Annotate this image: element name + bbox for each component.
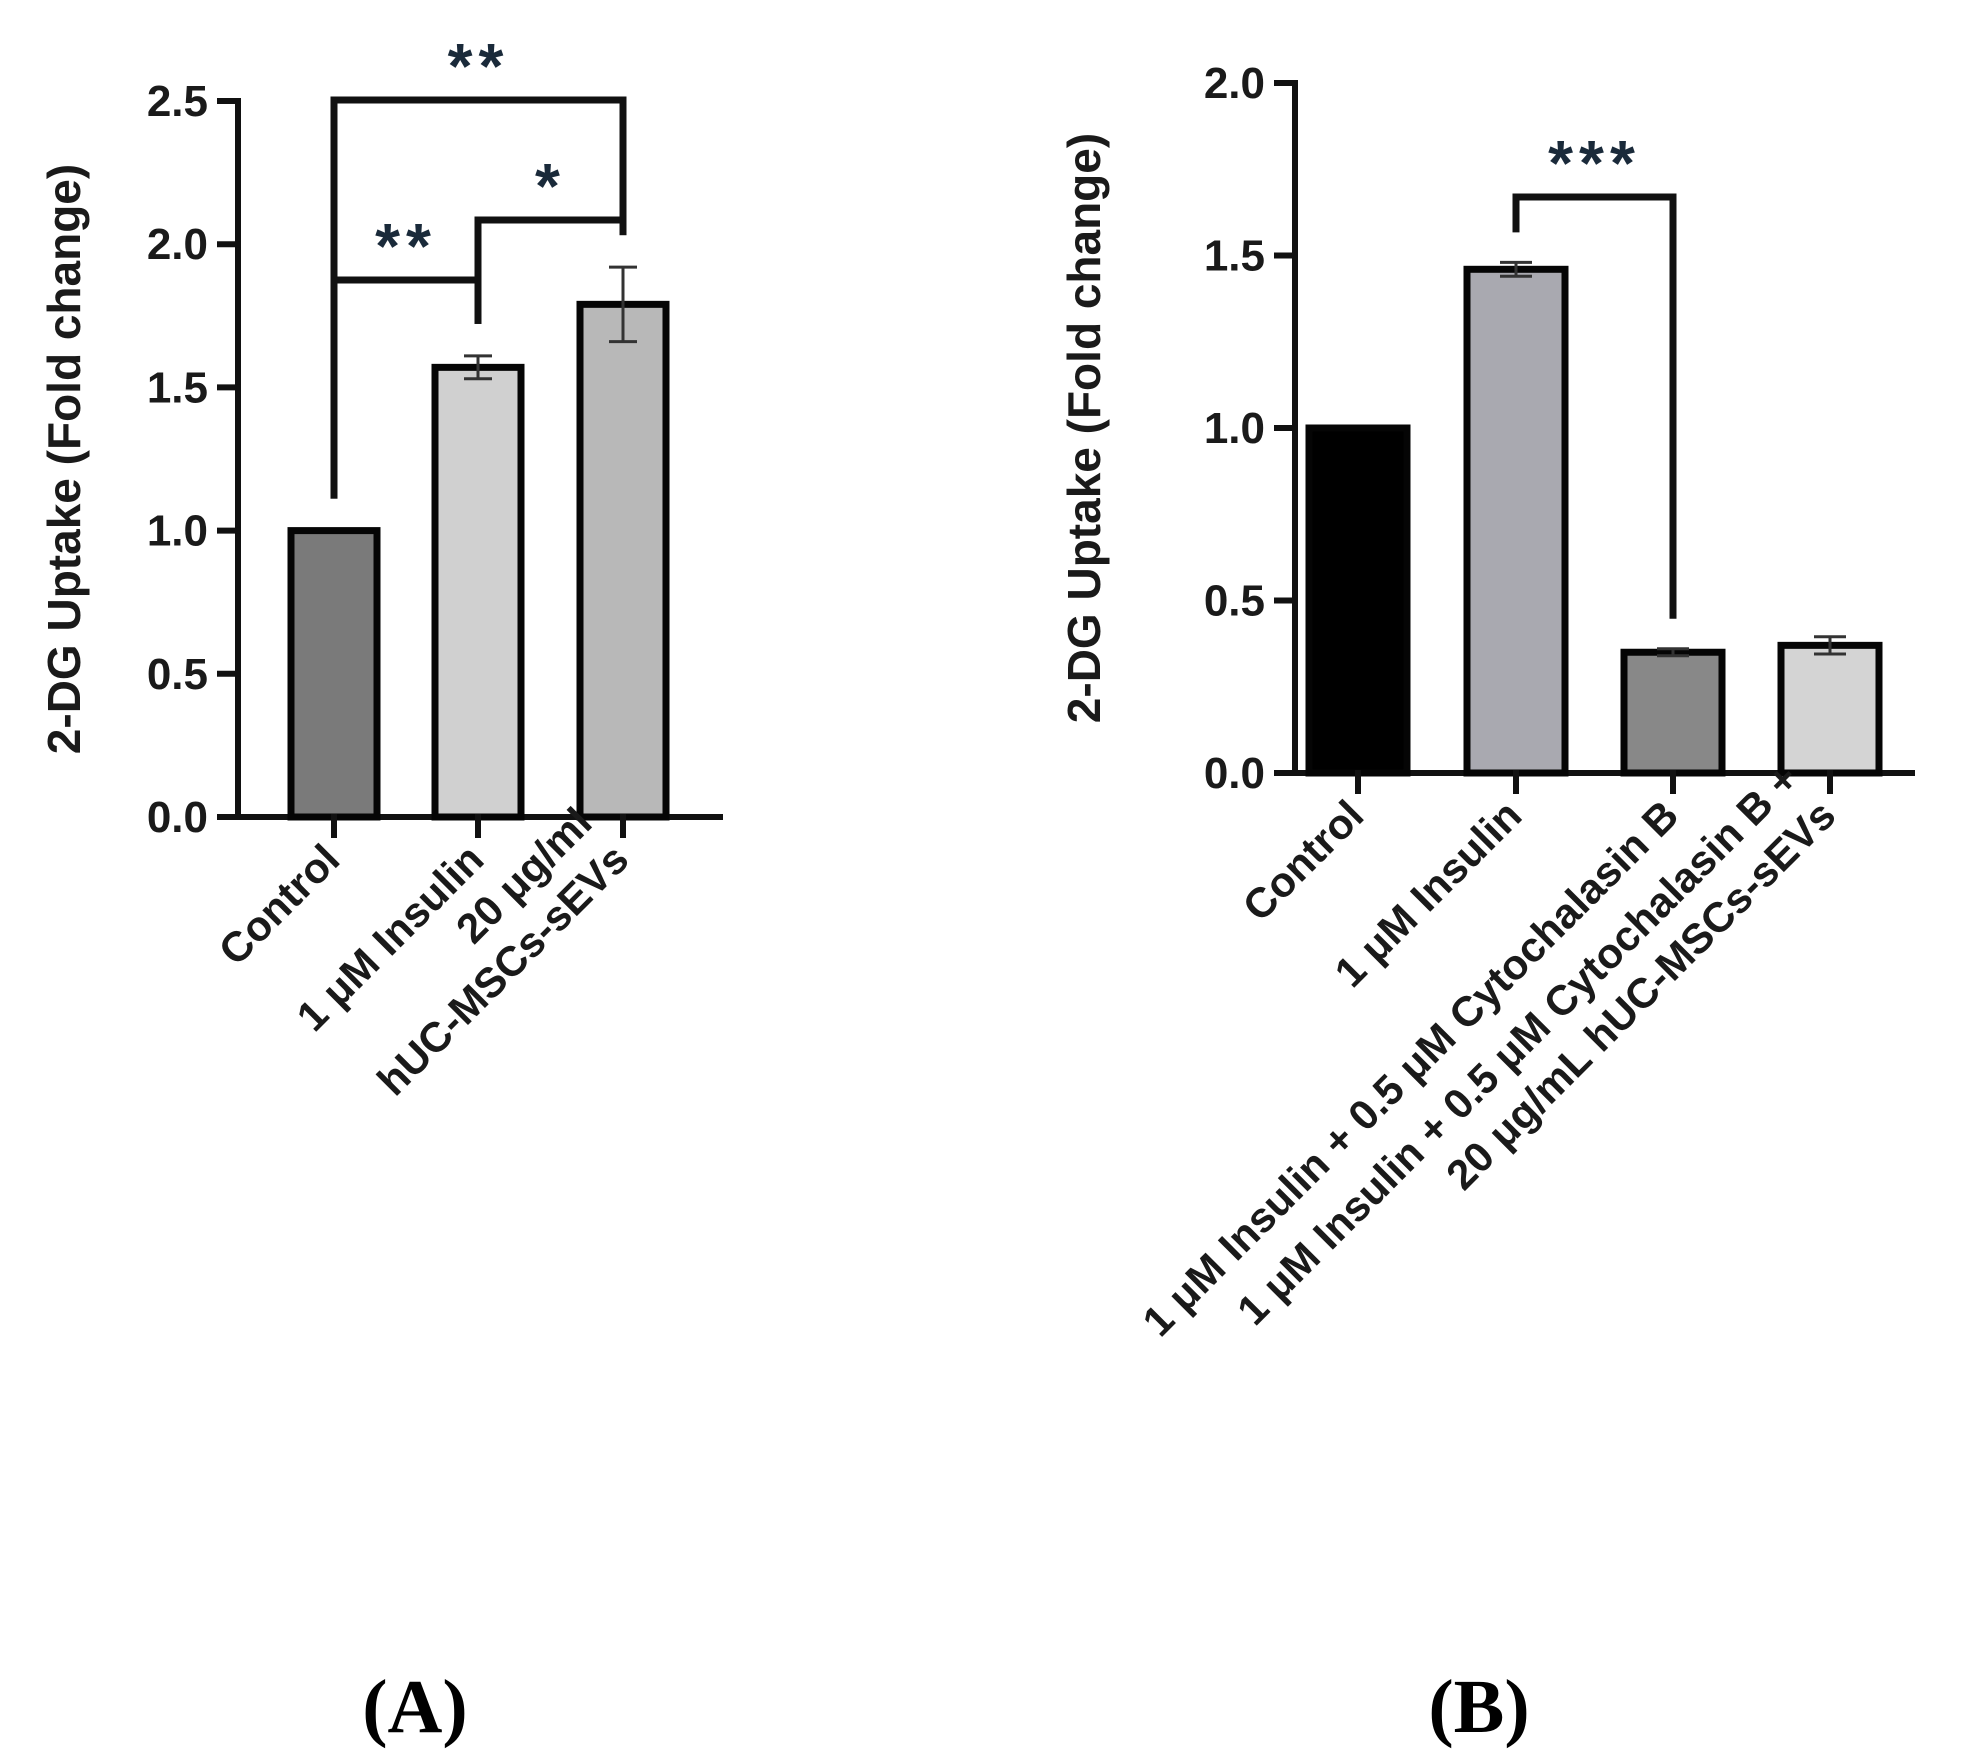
y-tick-label: 0.0 [1204,749,1265,798]
category-label: Control [1234,791,1373,930]
y-tick-label: 1.0 [147,507,208,556]
bar [287,527,381,821]
significance-label: * [535,150,566,222]
panel-label: (A) [362,1665,468,1749]
panel-a-chart: 0.0 0.5 1.0 1.5 2.0 2.5 2-DG Uptake (Fold chan… [38,30,723,1749]
bar [576,300,670,821]
y-tick-label: 0.5 [147,650,208,699]
y-tick-label: 1.0 [1204,404,1265,453]
bar [1463,265,1569,777]
significance-label: *** [1548,127,1641,199]
y-tick-label: 2.0 [147,220,208,269]
bar [1305,424,1411,777]
y-tick-label: 2.5 [147,77,208,126]
significance-label: ** [448,30,510,102]
category-label: Control [210,835,349,974]
significance-bracket [330,96,627,499]
y-tick-label: 2.0 [1204,59,1265,108]
panel-b-chart: 0.0 0.5 1.0 1.5 2.0 2-DG Uptake (Fold change)… [1058,59,1915,1749]
panel-label: (B) [1428,1665,1529,1749]
bar [1620,648,1726,777]
y-tick-label: 0.5 [1204,577,1265,626]
category-label-line: 1 μM Insulin + 0.5 μM Cytochalasin B [1133,791,1687,1345]
bar [1777,641,1883,777]
significance-bracket [1512,193,1677,619]
y-tick-label: 1.5 [147,363,208,412]
y-tick-label: 0.0 [147,793,208,842]
bar [431,363,525,821]
category-label-line: Control [210,835,349,974]
y-tick-label: 1.5 [1204,232,1265,281]
y-axis-label: 2-DG Uptake (Fold change) [1058,133,1110,723]
category-label-line: Control [1234,791,1373,930]
significance-label: ** [375,210,437,282]
category-label: 1 μM Insulin + 0.5 μM Cytochalasin B [1133,791,1687,1345]
y-axis-label: 2-DG Uptake (Fold change) [38,164,90,754]
